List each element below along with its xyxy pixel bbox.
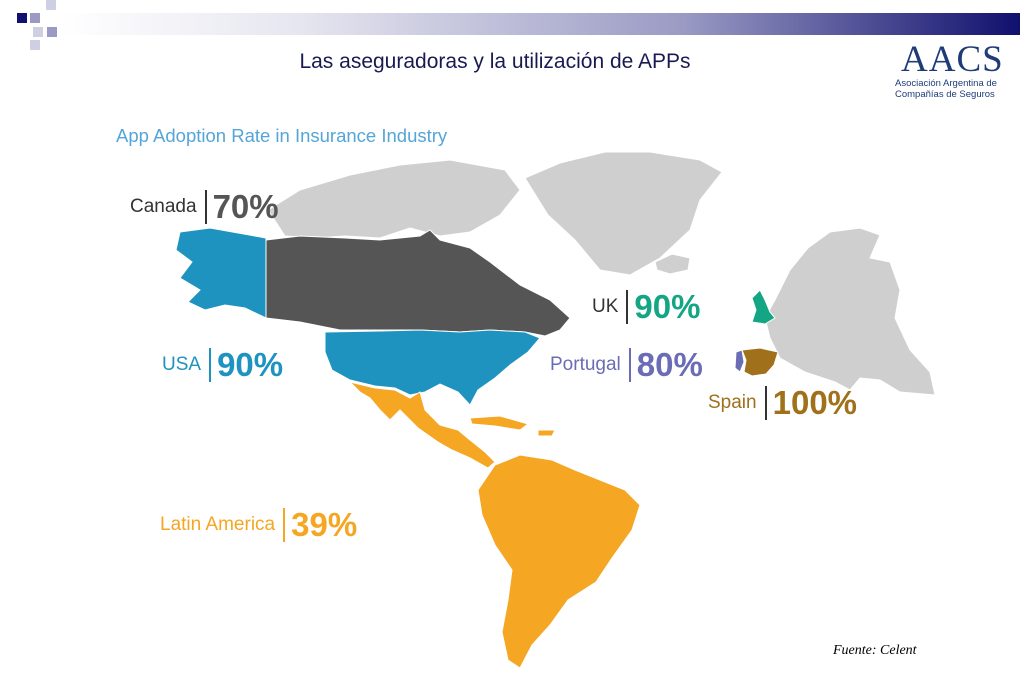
label-spain: Spain 100%	[708, 384, 857, 422]
world-map	[175, 151, 936, 669]
label-latam-divider	[283, 508, 286, 542]
aacs-logo: AACS Asociación Argentina de Compañías d…	[895, 39, 1015, 100]
alaska-shape	[175, 227, 267, 319]
label-canada-value: 70%	[212, 188, 279, 225]
label-portugal-value: 80%	[636, 346, 703, 383]
label-portugal: Portugal 80%	[550, 346, 703, 384]
label-usa-name: USA	[162, 354, 202, 375]
spain-shape	[741, 347, 779, 377]
header-bar	[60, 13, 1020, 35]
label-spain-name: Spain	[708, 392, 757, 413]
label-portugal-divider	[628, 348, 631, 382]
iceland-shape	[654, 253, 691, 275]
label-uk-divider	[626, 290, 629, 324]
label-canada-divider	[204, 190, 207, 224]
label-canada-name: Canada	[130, 196, 197, 217]
label-spain-divider	[764, 386, 767, 420]
label-uk-value: 90%	[634, 288, 701, 325]
usa-shape	[324, 329, 541, 406]
label-latam-value: 39%	[291, 506, 358, 543]
label-spain-value: 100%	[772, 384, 858, 421]
logo-mark: AACS	[901, 39, 1004, 80]
portugal-shape	[734, 349, 745, 373]
label-usa-value: 90%	[217, 346, 284, 383]
label-uk-name: UK	[592, 296, 619, 317]
slide-title: Las aseguradoras y la utilización de APP…	[299, 50, 691, 73]
arctic-islands-shape	[267, 159, 521, 239]
label-portugal-name: Portugal	[550, 354, 621, 375]
mexico-central-america-shape	[348, 381, 496, 469]
south-america-shape	[477, 454, 641, 669]
uk-shape	[751, 289, 776, 325]
label-latam-name: Latin America	[160, 514, 276, 535]
logo-line-1: Asociación Argentina de	[895, 78, 997, 89]
label-canada: Canada 70%	[130, 188, 279, 226]
label-latin-america: Latin America 39%	[160, 506, 357, 544]
europe-shape	[764, 227, 936, 396]
logo-line-2: Compañías de Seguros	[895, 89, 995, 100]
canada-shape	[265, 229, 571, 337]
map-title: App Adoption Rate in Insurance Industry	[116, 125, 448, 146]
label-uk: UK 90%	[592, 288, 700, 326]
source-note: Fuente: Celent	[833, 643, 917, 658]
label-usa: USA 90%	[162, 346, 283, 384]
label-usa-divider	[209, 348, 212, 382]
greenland-shape	[524, 151, 723, 276]
caribbean-shape	[469, 415, 556, 437]
